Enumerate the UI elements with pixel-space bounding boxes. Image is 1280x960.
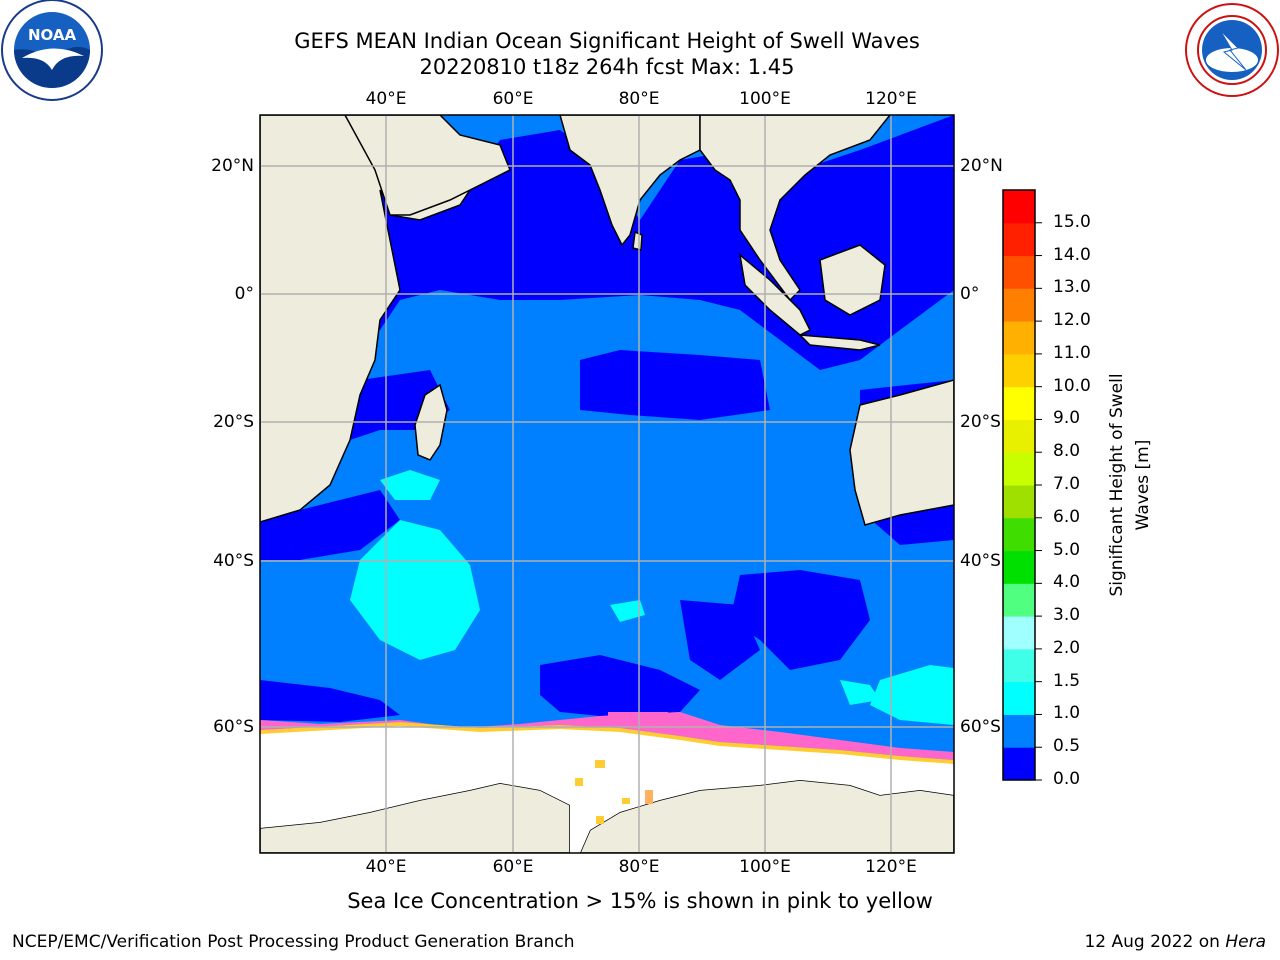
colorbar-tick-label: 11.0 <box>1053 342 1091 363</box>
colorbar-tick-label: 0.0 <box>1053 769 1081 789</box>
colorbar-swatch <box>1003 452 1035 486</box>
colorbar-swatch <box>1003 648 1035 683</box>
lat-tick-right-40s: 40°S <box>960 551 1001 571</box>
lon-tick-top-120e: 120°E <box>865 89 917 109</box>
colorbar-tick-label: 6.0 <box>1053 506 1081 527</box>
colorbar-swatch <box>1003 485 1035 519</box>
colorbar-tick-label: 14.0 <box>1053 244 1091 265</box>
lat-tick-left-0: 0° <box>234 284 254 304</box>
colorbar-swatch <box>1003 616 1035 650</box>
colorbar-swatch <box>1003 419 1035 453</box>
noaa-logo: NOAA <box>1 0 103 101</box>
sea-ice-note: Sea Ice Concentration > 15% is shown in … <box>347 889 933 913</box>
colorbar-swatch <box>1003 583 1035 617</box>
lat-tick-left-60s: 60°S <box>213 717 254 737</box>
date-text: 12 Aug 2022 on <box>1084 932 1226 952</box>
colorbar <box>1002 189 1042 781</box>
lon-tick-top-100e: 100°E <box>739 89 791 109</box>
colorbar-swatch <box>1003 747 1035 781</box>
credit-line: NCEP/EMC/Verification Post Processing Pr… <box>12 932 575 952</box>
colorbar-label-line2: Waves [m] <box>1133 439 1153 531</box>
colorbar-swatch <box>1003 190 1035 224</box>
colorbar-tick-label: 9.0 <box>1053 408 1081 429</box>
noaa-logo-text: NOAA <box>28 26 77 44</box>
colorbar-tick-label: 0.5 <box>1053 736 1081 757</box>
colorbar-swatch <box>1003 681 1035 715</box>
colorbar-tick-label: 12.0 <box>1053 310 1091 331</box>
colorbar-tick-label: 13.0 <box>1053 277 1091 298</box>
low-swell-regions <box>260 115 954 722</box>
colorbar-tick-label: 1.5 <box>1053 670 1081 691</box>
colorbar-swatch <box>1003 714 1035 748</box>
map-title-line1: GEFS MEAN Indian Ocean Significant Heigh… <box>294 29 920 53</box>
lon-tick-top-40e: 40°E <box>365 89 407 109</box>
lon-tick-top-80e: 80°E <box>618 89 660 109</box>
land-masses <box>260 115 954 853</box>
colorbar-label-line1: Significant Height of Swell <box>1107 373 1127 597</box>
lat-tick-left-20n: 20°N <box>211 156 254 176</box>
colorbar-tick-label: 15.0 <box>1053 211 1091 232</box>
map-frame <box>259 114 955 854</box>
colorbar-tick-label: 4.0 <box>1053 572 1081 593</box>
colorbar-swatch <box>1003 222 1035 257</box>
colorbar-tick-label: 2.0 <box>1053 637 1081 658</box>
colorbar-tick-label: 8.0 <box>1053 441 1081 462</box>
lat-tick-left-40s: 40°S <box>213 551 254 571</box>
lat-tick-right-0: 0° <box>960 284 980 304</box>
sea-ice <box>260 712 954 853</box>
lon-tick-bottom-80e: 80°E <box>618 857 660 877</box>
lon-tick-bottom-100e: 100°E <box>739 857 791 877</box>
lat-tick-right-20n: 20°N <box>960 156 1003 176</box>
lat-tick-right-20s: 20°S <box>960 412 1001 432</box>
colorbar-swatch <box>1003 321 1035 355</box>
colorbar-swatch <box>1003 288 1035 322</box>
colorbar-tick-label: 1.0 <box>1053 703 1081 724</box>
lon-tick-bottom-120e: 120°E <box>865 857 917 877</box>
colorbar-swatch <box>1003 517 1035 552</box>
lat-tick-left-20s: 20°S <box>213 412 254 432</box>
colorbar-swatch <box>1003 550 1035 584</box>
graticule <box>260 115 954 853</box>
lon-tick-bottom-60e: 60°E <box>492 857 534 877</box>
colorbar-frame <box>1002 189 1036 781</box>
lat-tick-right-60s: 60°S <box>960 717 1001 737</box>
lon-tick-bottom-40e: 40°E <box>365 857 407 877</box>
colorbar-tick-label: 5.0 <box>1053 539 1081 560</box>
nws-logo <box>1185 3 1279 97</box>
machine-name: Hera <box>1225 932 1266 952</box>
date-stamp: 12 Aug 2022 on Hera <box>1084 932 1266 952</box>
map-title-line2: 20220810 t18z 264h fcst Max: 1.45 <box>419 55 795 79</box>
colorbar-tick-label: 10.0 <box>1053 375 1091 396</box>
colorbar-tick-label: 3.0 <box>1053 605 1081 626</box>
lon-tick-top-60e: 60°E <box>492 89 534 109</box>
colorbar-swatch <box>1003 255 1035 289</box>
map-layers <box>260 115 954 853</box>
colorbar-swatch <box>1003 353 1035 388</box>
colorbar-swatch <box>1003 386 1035 420</box>
colorbar-tick-label: 7.0 <box>1053 474 1081 494</box>
